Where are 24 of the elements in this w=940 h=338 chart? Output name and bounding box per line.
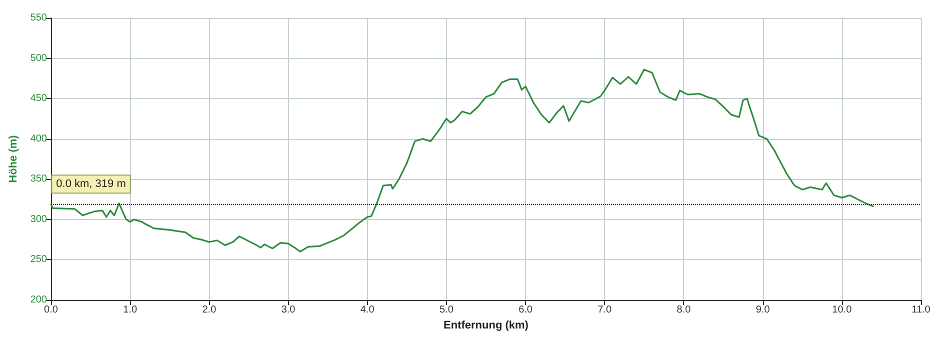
y-tick-label: 500	[30, 52, 48, 64]
x-tick-label: 10.0	[832, 304, 852, 316]
x-tick-label: 3.0	[281, 304, 296, 316]
y-tick-label: 550	[30, 12, 48, 24]
line-series	[50, 68, 874, 252]
annotation: 0.0 km, 319 m	[56, 178, 126, 190]
x-tick-label: 1.0	[123, 304, 138, 316]
y-tick-label: 350	[30, 174, 48, 185]
y-tick-label: 250	[30, 254, 48, 266]
x-tick-label: 8.0	[676, 304, 692, 316]
x-tick-label: 6.0	[518, 304, 533, 316]
y-axis-title: Höhe (m)	[8, 134, 20, 183]
x-tick-label: 5.0	[440, 304, 454, 316]
x-tick-label: 11.0	[912, 304, 931, 316]
x-tick-label: 2.0	[202, 304, 217, 316]
y-tick-label: 450	[30, 93, 48, 104]
x-tick-label: 7.0	[598, 304, 612, 316]
y-tick-label: 300	[30, 214, 48, 225]
y-tick-label: 200	[30, 294, 48, 306]
x-tick-label: 0.0	[44, 304, 58, 316]
x-tick-label: 9.0	[756, 304, 770, 316]
x-tick-label: 4.0	[360, 304, 375, 316]
y-tick-label: 400	[30, 133, 48, 144]
x-axis-title: Entfernung (km)	[444, 319, 529, 332]
